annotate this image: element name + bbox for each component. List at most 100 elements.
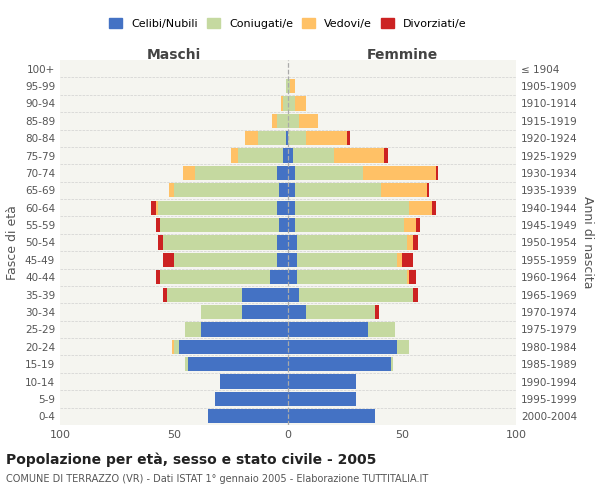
Bar	[288, 322, 368, 336]
Bar	[179, 340, 288, 354]
Text: Maschi: Maschi	[147, 48, 201, 62]
Bar	[163, 253, 174, 267]
Y-axis label: Fasce di età: Fasce di età	[7, 205, 19, 280]
Bar	[279, 183, 288, 198]
Bar	[288, 131, 306, 146]
Bar	[427, 183, 430, 198]
Bar	[288, 409, 374, 424]
Bar	[293, 148, 334, 162]
Bar	[183, 166, 194, 180]
Bar	[158, 236, 163, 250]
Bar	[270, 270, 288, 284]
Bar	[413, 288, 418, 302]
Bar	[286, 131, 288, 146]
Bar	[288, 357, 391, 372]
Bar	[169, 183, 174, 198]
Bar	[288, 270, 297, 284]
Bar	[295, 200, 409, 215]
Bar	[245, 131, 259, 146]
Bar	[295, 96, 306, 110]
Bar	[202, 322, 288, 336]
Bar	[368, 322, 395, 336]
Bar	[288, 200, 295, 215]
Bar	[242, 288, 288, 302]
Bar	[288, 340, 397, 354]
Bar	[397, 340, 409, 354]
Bar	[299, 114, 317, 128]
Bar	[288, 96, 295, 110]
Bar	[288, 166, 295, 180]
Bar	[208, 409, 288, 424]
Bar	[295, 166, 363, 180]
Bar	[288, 305, 306, 319]
Bar	[431, 200, 436, 215]
Bar	[436, 166, 439, 180]
Bar	[288, 374, 356, 388]
Bar	[413, 236, 418, 250]
Bar	[347, 131, 350, 146]
Bar	[277, 236, 288, 250]
Text: Popolazione per età, sesso e stato civile - 2005: Popolazione per età, sesso e stato civil…	[6, 452, 376, 467]
Bar	[402, 253, 413, 267]
Bar	[185, 322, 202, 336]
Bar	[297, 270, 407, 284]
Bar	[277, 114, 288, 128]
Text: COMUNE DI TERRAZZO (VR) - Dati ISTAT 1° gennaio 2005 - Elaborazione TUTTITALIA.I: COMUNE DI TERRAZZO (VR) - Dati ISTAT 1° …	[6, 474, 428, 484]
Bar	[363, 166, 436, 180]
Bar	[174, 253, 277, 267]
Bar	[163, 288, 167, 302]
Bar	[160, 218, 279, 232]
Bar	[397, 253, 402, 267]
Bar	[374, 305, 379, 319]
Bar	[167, 288, 242, 302]
Bar	[384, 148, 388, 162]
Bar	[188, 357, 288, 372]
Bar	[283, 148, 288, 162]
Bar	[288, 253, 297, 267]
Bar	[160, 270, 270, 284]
Text: Femmine: Femmine	[367, 48, 437, 62]
Bar	[391, 357, 393, 372]
Bar	[288, 79, 290, 93]
Bar	[297, 253, 397, 267]
Bar	[202, 305, 242, 319]
Bar	[288, 218, 295, 232]
Bar	[288, 236, 297, 250]
Bar	[306, 305, 374, 319]
Bar	[156, 218, 160, 232]
Bar	[286, 79, 288, 93]
Bar	[407, 236, 413, 250]
Bar	[288, 148, 293, 162]
Bar	[174, 340, 179, 354]
Bar	[299, 288, 413, 302]
Bar	[163, 236, 277, 250]
Bar	[295, 218, 404, 232]
Bar	[272, 114, 277, 128]
Bar	[242, 305, 288, 319]
Bar	[231, 148, 238, 162]
Bar	[156, 200, 158, 215]
Bar	[283, 96, 288, 110]
Bar	[281, 96, 283, 110]
Bar	[259, 131, 286, 146]
Bar	[215, 392, 288, 406]
Bar	[295, 183, 382, 198]
Legend: Celibi/Nubili, Coniugati/e, Vedovi/e, Divorziati/e: Celibi/Nubili, Coniugati/e, Vedovi/e, Di…	[106, 14, 470, 32]
Bar	[288, 288, 299, 302]
Bar	[407, 270, 409, 284]
Bar	[409, 270, 416, 284]
Bar	[288, 114, 299, 128]
Bar	[306, 131, 347, 146]
Bar	[220, 374, 288, 388]
Bar	[174, 183, 279, 198]
Bar	[156, 270, 160, 284]
Bar	[277, 166, 288, 180]
Bar	[279, 218, 288, 232]
Bar	[185, 357, 188, 372]
Bar	[288, 392, 356, 406]
Bar	[194, 166, 277, 180]
Bar	[334, 148, 384, 162]
Bar	[172, 340, 174, 354]
Bar	[382, 183, 427, 198]
Bar	[290, 79, 295, 93]
